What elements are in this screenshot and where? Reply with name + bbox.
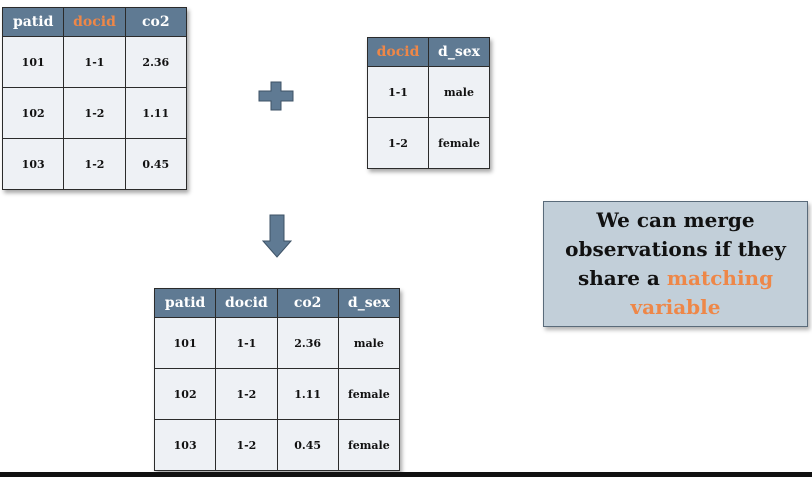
header-co2: co2 xyxy=(124,7,188,37)
table-left: patid docid co2 101 1-1 2.36 102 1-2 1.1… xyxy=(1,7,188,190)
cell-patid: 101 xyxy=(153,317,217,369)
cell-docid: 1-2 xyxy=(367,117,429,169)
cell-d-sex: male xyxy=(337,317,401,369)
cell-patid: 103 xyxy=(1,138,65,190)
header-patid: patid xyxy=(153,288,217,318)
cell-d-sex: female xyxy=(337,419,401,471)
cell-docid: 1-2 xyxy=(215,419,278,471)
cell-d-sex: female xyxy=(428,117,490,169)
header-d-sex: d_sex xyxy=(337,288,401,318)
note-accent-text: matching variable xyxy=(630,266,774,319)
cell-patid: 103 xyxy=(153,419,217,471)
table-row: 102 1-2 1.11 xyxy=(1,87,188,139)
cell-co2: 1.11 xyxy=(124,87,188,139)
cell-co2: 2.36 xyxy=(124,36,188,88)
cell-patid: 101 xyxy=(1,36,65,88)
note-main-text: We can merge observations if they share … xyxy=(565,208,786,290)
cell-co2: 2.36 xyxy=(276,317,339,369)
header-docid: docid xyxy=(215,288,278,318)
header-patid: patid xyxy=(1,7,65,37)
cell-d-sex: female xyxy=(337,368,401,420)
cell-docid: 1-1 xyxy=(367,66,429,118)
note-text: We can merge observations if they share … xyxy=(554,206,797,322)
cell-co2: 0.45 xyxy=(124,138,188,190)
cell-docid: 1-1 xyxy=(63,36,126,88)
cell-docid: 1-2 xyxy=(63,87,126,139)
cell-co2: 1.11 xyxy=(276,368,339,420)
cell-docid: 1-1 xyxy=(215,317,278,369)
table-row: 101 1-1 2.36 xyxy=(1,36,188,88)
table-row: 103 1-2 0.45 xyxy=(1,138,188,190)
header-co2: co2 xyxy=(276,288,339,318)
table-result: patid docid co2 d_sex 101 1-1 2.36 male … xyxy=(153,288,401,471)
header-docid: docid xyxy=(367,37,429,67)
cell-d-sex: male xyxy=(428,66,490,118)
table-row: 1-2 female xyxy=(367,117,490,169)
down-arrow-icon xyxy=(262,214,292,258)
cell-patid: 102 xyxy=(1,87,65,139)
merge-note: We can merge observations if they share … xyxy=(543,201,808,327)
cell-patid: 102 xyxy=(153,368,217,420)
table-row: 101 1-1 2.36 male xyxy=(153,317,401,369)
table-row: 1-1 male xyxy=(367,66,490,118)
bottom-divider xyxy=(0,472,812,477)
table-right: docid d_sex 1-1 male 1-2 female xyxy=(367,37,490,169)
cell-docid: 1-2 xyxy=(63,138,126,190)
table-row: 102 1-2 1.11 female xyxy=(153,368,401,420)
plus-icon xyxy=(258,81,294,111)
cell-co2: 0.45 xyxy=(276,419,339,471)
table-row: 103 1-2 0.45 female xyxy=(153,419,401,471)
header-d-sex: d_sex xyxy=(428,37,490,67)
cell-docid: 1-2 xyxy=(215,368,278,420)
header-docid: docid xyxy=(63,7,126,37)
